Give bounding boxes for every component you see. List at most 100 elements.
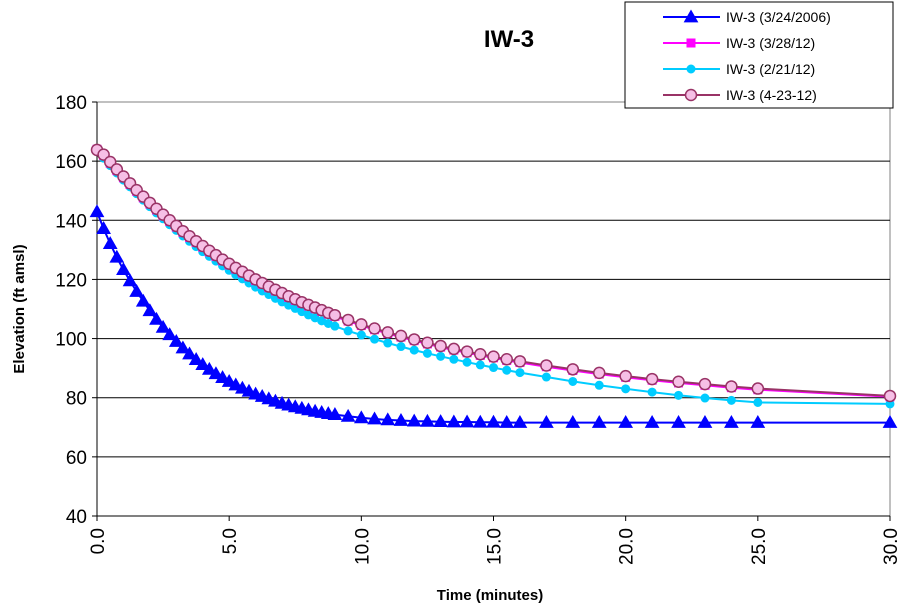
data-point [512, 415, 528, 428]
data-point [883, 389, 897, 403]
data-point [380, 412, 396, 426]
data-point [684, 88, 698, 102]
data-point [447, 342, 461, 356]
x-tick-label: 15.0 [485, 528, 506, 565]
x-tick-label: 30.0 [881, 528, 902, 565]
data-point [486, 414, 501, 428]
data-point [672, 375, 685, 388]
data-point [383, 338, 393, 348]
data-point [459, 414, 475, 428]
data-point [513, 355, 527, 368]
y-tick-label: 60 [66, 448, 87, 469]
x-axis-title: Time (minutes) [437, 587, 543, 604]
data-point [566, 363, 580, 376]
data-point [621, 384, 631, 394]
y-tick-label: 100 [55, 330, 87, 351]
legend-item: IW-3 (3/28/12) [663, 35, 815, 51]
data-point [462, 357, 472, 367]
data-point [149, 311, 164, 325]
data-point [353, 410, 369, 424]
data-point [381, 326, 395, 339]
x-tick-label: 10.0 [352, 528, 373, 565]
data-point [409, 345, 419, 355]
data-point [499, 415, 515, 428]
data-point [645, 372, 659, 386]
data-point [565, 415, 581, 428]
data-point [594, 380, 604, 390]
data-point [208, 366, 224, 380]
data-point [135, 293, 151, 307]
data-point [341, 313, 355, 327]
data-point [460, 345, 474, 358]
data-point [434, 339, 447, 353]
data-point [487, 350, 500, 363]
data-point [327, 407, 343, 420]
chart-title: IW-3 [484, 26, 534, 53]
data-point [188, 352, 204, 365]
data-point [142, 303, 158, 317]
data-point [96, 221, 111, 234]
data-point [724, 415, 739, 428]
data-point [697, 415, 713, 428]
data-point [343, 326, 353, 336]
data-point [683, 9, 699, 23]
data-point [541, 372, 551, 382]
data-point [446, 414, 462, 428]
data-point [396, 342, 406, 352]
data-point [407, 333, 421, 346]
series-1 [89, 204, 898, 428]
data-point [330, 321, 340, 331]
y-tick-label: 160 [55, 152, 87, 173]
data-point [433, 414, 448, 428]
data-point [540, 359, 553, 372]
data-point [539, 415, 554, 428]
data-point [674, 390, 684, 400]
data-point [489, 363, 498, 373]
data-point [102, 236, 118, 250]
y-axis-title: Elevation (ft amsl) [11, 244, 28, 373]
data-point [502, 365, 512, 375]
data-point [182, 346, 197, 360]
data-point [591, 415, 607, 428]
data-point [725, 380, 738, 393]
data-point [89, 204, 105, 218]
data-point [592, 366, 606, 380]
legend-box [624, 1, 894, 109]
data-point [201, 361, 217, 375]
data-point [686, 64, 696, 74]
data-point [686, 38, 696, 48]
data-point [700, 393, 710, 403]
legend-label: IW-3 (3/24/2006) [726, 9, 831, 25]
data-point [370, 334, 380, 344]
y-tick-label: 140 [55, 211, 87, 232]
data-point [436, 351, 446, 361]
series-4 [90, 143, 897, 403]
data-point [162, 327, 178, 341]
data-point [882, 415, 898, 428]
data-point [368, 322, 381, 335]
data-point [393, 412, 409, 426]
plot-background [96, 101, 891, 517]
data-point [215, 370, 230, 383]
data-point [122, 273, 138, 287]
data-point [356, 330, 366, 340]
data-point [644, 415, 660, 428]
data-point [449, 354, 459, 364]
y-tick-label: 180 [55, 93, 87, 114]
data-point [568, 376, 578, 386]
data-point [116, 262, 131, 276]
x-tick-label: 25.0 [749, 528, 770, 565]
data-point [750, 415, 766, 428]
gridlines [97, 160, 890, 458]
axes: 40 60 80 100 120 140 160 180 0.0 5.0 10.0 15.0 20.0 2… [55, 93, 902, 565]
x-tick-label: 5.0 [220, 528, 241, 554]
data-point [355, 318, 368, 331]
data-point [155, 319, 171, 333]
data-point [726, 395, 736, 405]
data-point [500, 353, 513, 366]
legend: IW-3 (3/24/2006) IW-3 (3/28/12) IW-3 (2/21… [624, 1, 894, 109]
legend-item: IW-3 (3/24/2006) [663, 9, 831, 25]
data-point [394, 329, 408, 343]
data-point [328, 308, 342, 322]
